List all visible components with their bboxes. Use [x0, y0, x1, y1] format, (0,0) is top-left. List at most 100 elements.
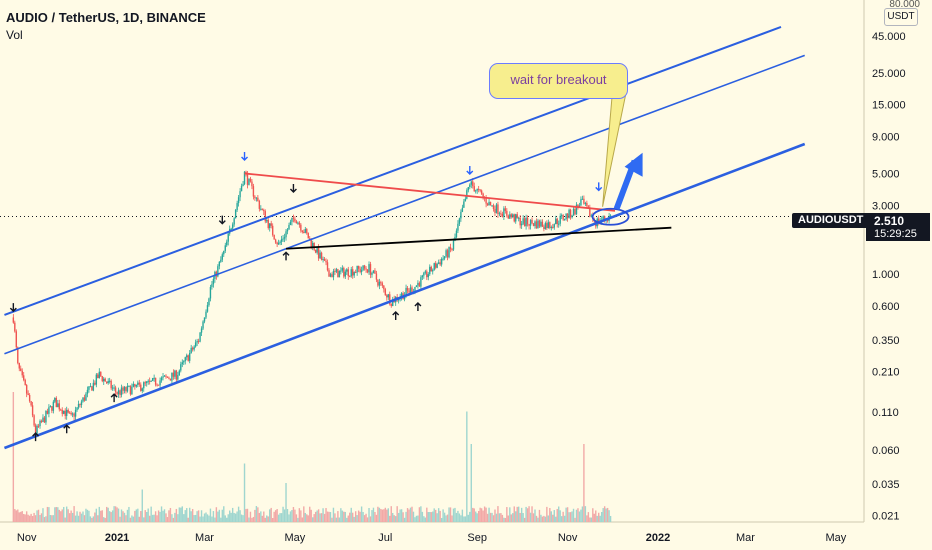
volume-bar	[204, 513, 205, 522]
candle-body	[271, 223, 272, 225]
volume-bar	[419, 507, 420, 522]
candle-body	[377, 280, 378, 286]
candle-body	[479, 190, 480, 191]
candle-body	[136, 385, 137, 387]
volume-bar	[407, 508, 408, 522]
candle-body	[570, 210, 571, 218]
candle-body	[158, 385, 159, 386]
volume-bar	[90, 516, 91, 522]
volume-bar	[17, 510, 18, 522]
candle-body	[24, 380, 25, 385]
y-tick-label: 0.210	[872, 367, 900, 379]
candle-body	[122, 387, 123, 390]
candle-body	[574, 209, 575, 214]
candle-body	[509, 214, 510, 218]
candle-body	[551, 227, 552, 228]
volume-bar	[32, 516, 33, 522]
candle-body	[457, 224, 458, 231]
candle-body	[515, 214, 516, 221]
candle-body	[408, 291, 409, 293]
volume-bar	[346, 518, 347, 522]
volume-bar	[109, 511, 110, 522]
volume-bar	[107, 508, 108, 522]
volume-bar	[180, 508, 181, 522]
volume-bar	[306, 514, 307, 522]
volume-bar	[250, 512, 251, 522]
volume-bar	[485, 508, 486, 522]
volume-bar	[330, 512, 331, 522]
candle-body	[321, 253, 322, 260]
annotation-callout[interactable]: wait for breakout	[489, 63, 628, 99]
volume-bar	[542, 517, 543, 522]
candle-body	[190, 348, 191, 353]
x-tick-label: Mar	[195, 532, 214, 544]
volume-bar	[580, 510, 581, 522]
arrow-down-icon	[467, 166, 473, 174]
candle-body	[490, 202, 491, 206]
volume-bar	[530, 513, 531, 522]
volume-bar	[488, 508, 489, 522]
volume-bar	[216, 507, 217, 522]
candle-body	[361, 270, 362, 272]
volume-bar	[434, 508, 435, 522]
candle-body	[388, 294, 389, 297]
volume-bar	[439, 511, 440, 522]
volume-bar	[168, 510, 169, 522]
volume-bar	[477, 513, 478, 522]
candle-body	[54, 398, 55, 402]
y-tick-label: 45.000	[872, 31, 906, 43]
candle-body	[439, 262, 440, 264]
candle-body	[353, 272, 354, 275]
candle-body	[522, 218, 523, 223]
candle-body	[125, 387, 126, 391]
volume-bar	[394, 515, 395, 522]
volume-bar	[308, 515, 309, 522]
volume-bar	[564, 516, 565, 522]
volume-bar	[176, 509, 177, 522]
candle-body	[13, 317, 14, 322]
volume-bar	[60, 511, 61, 522]
volume-bar	[342, 511, 343, 522]
volume-bar	[16, 510, 17, 522]
volume-bar	[511, 514, 512, 522]
candle-body	[186, 355, 187, 357]
candle-body	[431, 267, 432, 272]
candle-body	[22, 371, 23, 375]
candle-body	[29, 395, 30, 401]
candle-body	[367, 270, 368, 273]
y-tick-label: 0.350	[872, 335, 900, 347]
candle-body	[176, 370, 177, 379]
candle-body	[376, 274, 377, 280]
candle-body	[130, 386, 131, 394]
volume-bar	[272, 518, 273, 522]
candle-body	[127, 386, 128, 391]
candle-body	[41, 421, 42, 422]
candle-body	[78, 404, 79, 408]
candle-body	[60, 409, 61, 410]
candle-body	[472, 181, 473, 186]
volume-bar	[122, 511, 123, 522]
candle-body	[359, 269, 360, 272]
volume-bar	[290, 511, 291, 522]
currency-button[interactable]: USDT	[884, 8, 918, 26]
candle-body	[287, 230, 288, 232]
candle-body	[248, 179, 249, 185]
volume-bar	[263, 512, 264, 522]
volume-bar	[296, 514, 297, 522]
candle-body	[102, 376, 103, 381]
volume-bar	[259, 513, 260, 522]
arrow-down-icon	[290, 184, 296, 192]
volume-bar	[313, 514, 314, 522]
volume-bar	[487, 514, 488, 522]
bar-countdown: 15:29:25	[874, 228, 917, 240]
candle-body	[491, 205, 492, 206]
volume-bar	[436, 513, 437, 522]
candle-body	[334, 271, 335, 272]
volume-bar	[555, 517, 556, 522]
candle-body	[330, 274, 331, 277]
volume-bar	[20, 512, 21, 522]
volume-bar	[309, 507, 310, 522]
volume-bar	[567, 507, 568, 522]
candle-body	[153, 378, 154, 379]
